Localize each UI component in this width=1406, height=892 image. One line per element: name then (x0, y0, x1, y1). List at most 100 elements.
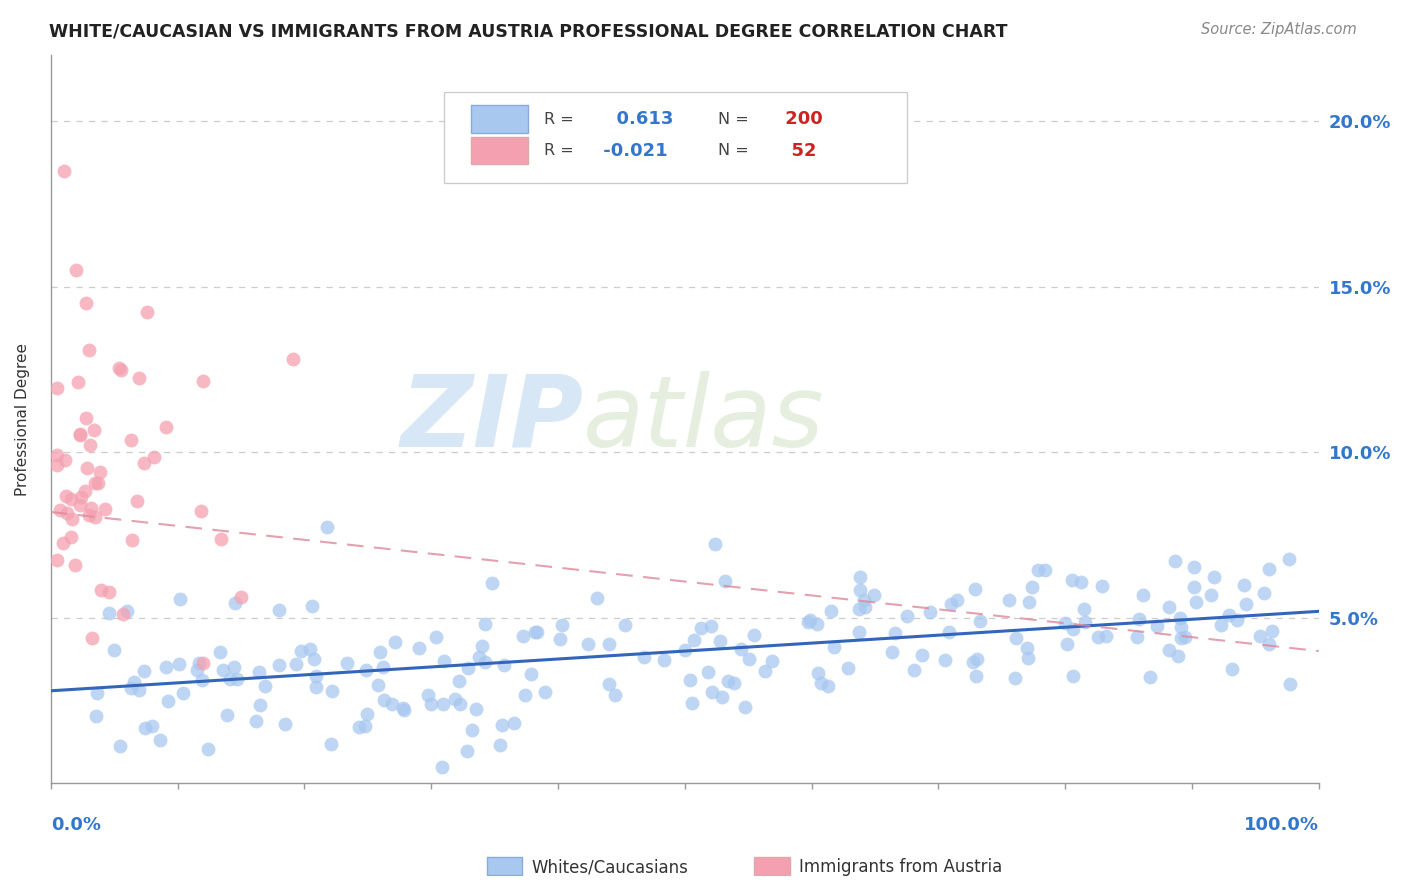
Point (148, 733, 170, 747)
Point (430, 760, 453, 774)
Text: WHITE/CAUCASIAN VS IMMIGRANTS FROM AUSTRIA PROFESSIONAL DEGREE CORRELATION CHART: WHITE/CAUCASIAN VS IMMIGRANTS FROM AUSTR… (49, 22, 1008, 40)
Text: 100.0%: 100.0% (1244, 816, 1319, 834)
Point (55, 489, 77, 503)
Point (1204, 570, 1226, 584)
Point (46, 553, 69, 567)
Point (247, 665, 270, 679)
Point (384, 634, 406, 648)
Point (969, 614, 991, 628)
Point (1233, 578, 1256, 592)
Point (633, 649, 655, 664)
Point (820, 604, 842, 618)
Text: 200: 200 (779, 111, 823, 128)
Point (1258, 637, 1281, 651)
Point (49, 503, 72, 517)
Point (652, 653, 675, 667)
Point (89, 465, 111, 479)
Point (744, 628, 766, 642)
Y-axis label: Professional Degree: Professional Degree (15, 343, 30, 496)
Point (267, 658, 290, 673)
Point (169, 592, 191, 607)
Point (69, 428, 91, 442)
Point (135, 305, 157, 319)
Point (1021, 580, 1043, 594)
Point (190, 504, 212, 518)
Point (98, 607, 121, 621)
Point (938, 625, 960, 640)
Point (134, 721, 156, 735)
Point (1168, 611, 1191, 625)
Point (319, 737, 342, 751)
Point (1182, 559, 1205, 574)
Point (56, 506, 79, 520)
Point (52, 164, 75, 178)
Point (449, 698, 471, 712)
Point (934, 653, 956, 667)
Point (717, 674, 740, 689)
Point (526, 625, 548, 640)
Point (1004, 671, 1026, 685)
Point (533, 684, 555, 698)
Point (1087, 630, 1109, 644)
Point (132, 665, 155, 679)
Point (576, 637, 599, 651)
Point (367, 678, 389, 692)
Point (60, 512, 83, 526)
Point (299, 642, 322, 657)
Point (132, 456, 155, 470)
Point (1091, 578, 1114, 592)
Point (353, 719, 375, 733)
Text: 0.613: 0.613 (603, 111, 673, 128)
Point (1226, 613, 1249, 627)
Point (884, 626, 907, 640)
Point (1056, 637, 1078, 651)
Point (848, 602, 870, 616)
Point (1278, 552, 1301, 566)
Point (224, 595, 246, 609)
Point (356, 663, 378, 677)
Point (911, 648, 934, 662)
Point (613, 617, 636, 632)
Point (191, 375, 214, 389)
Point (1026, 563, 1049, 577)
Point (965, 582, 987, 597)
Point (1157, 643, 1180, 657)
Point (108, 739, 131, 753)
Point (598, 637, 620, 651)
Point (481, 576, 503, 591)
Point (1164, 554, 1187, 568)
Point (761, 654, 783, 668)
Point (456, 744, 478, 758)
Point (356, 707, 378, 722)
Point (1170, 619, 1192, 633)
Point (110, 363, 132, 377)
Point (392, 703, 415, 717)
Point (224, 660, 246, 674)
Point (848, 625, 870, 640)
Point (1073, 615, 1095, 630)
Point (714, 574, 737, 589)
Point (548, 632, 571, 646)
Point (215, 707, 238, 722)
Point (67, 375, 90, 389)
Point (93, 501, 115, 516)
Point (76, 461, 98, 475)
Point (681, 697, 703, 711)
Point (882, 645, 904, 659)
Point (98, 585, 121, 599)
Point (125, 494, 148, 508)
Point (186, 663, 208, 677)
Point (121, 533, 143, 547)
Point (290, 644, 312, 658)
Point (347, 720, 370, 734)
Point (433, 654, 456, 668)
Point (281, 351, 304, 366)
Point (444, 691, 467, 706)
Point (673, 642, 696, 657)
Point (305, 669, 328, 683)
Point (46, 448, 69, 462)
Point (603, 688, 626, 702)
Point (1170, 632, 1192, 646)
Text: -0.021: -0.021 (598, 142, 668, 160)
Point (128, 683, 150, 698)
